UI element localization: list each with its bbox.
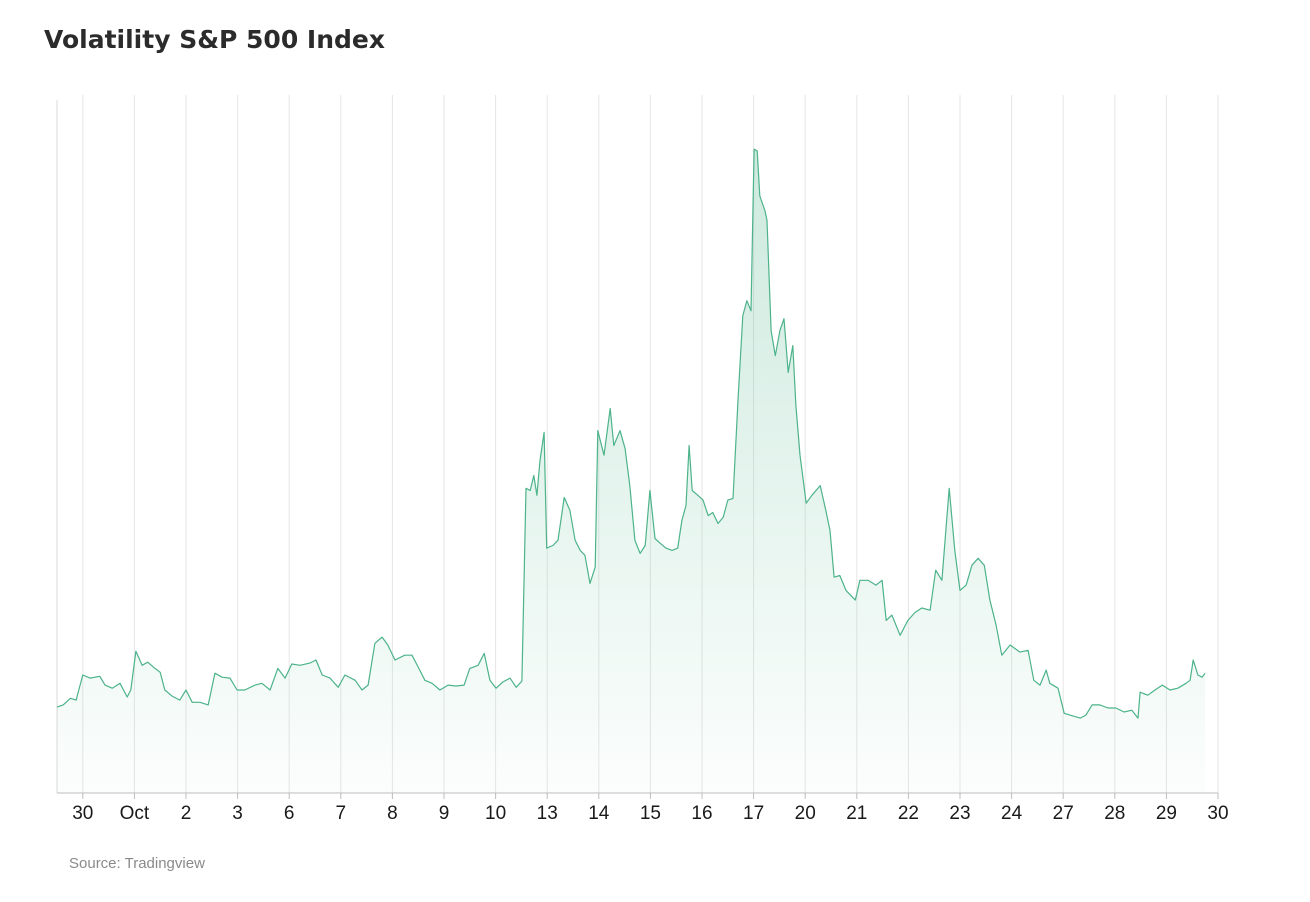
x-tick-label: 30: [72, 803, 93, 824]
x-tick-label: 2: [181, 803, 192, 824]
x-tick-label: 6: [284, 803, 295, 824]
chart-title: Volatility S&P 500 Index: [44, 25, 385, 54]
x-tick-label: 30: [1207, 803, 1228, 824]
x-tick-label: Oct: [120, 803, 150, 824]
x-tick-label: 3: [232, 803, 243, 824]
x-tick-label: 8: [387, 803, 398, 824]
x-tick-label: 23: [949, 803, 970, 824]
x-tick-label: 20: [795, 803, 816, 824]
x-tick-label: 7: [336, 803, 347, 824]
x-axis: 30 Oct 2 3 6 7 8 9 10 13 14 15 16 17 20 21 22 23 24 27 28 29 3…: [57, 792, 1229, 824]
x-tick-label: 22: [898, 803, 919, 824]
x-tick-label: 24: [1001, 803, 1023, 824]
line: [56, 148, 1206, 719]
plot-area: [56, 148, 1206, 793]
x-tick-label: 27: [1053, 803, 1074, 824]
x-tick-label: 13: [537, 803, 558, 824]
x-tick-label: 14: [588, 803, 610, 824]
area: [57, 149, 1206, 793]
x-tick-label: 21: [846, 803, 867, 824]
x-tick-label: 16: [691, 803, 712, 824]
x-tick-label: 9: [439, 803, 450, 824]
x-tick-label: 15: [640, 803, 661, 824]
x-tick-label: 28: [1104, 803, 1125, 824]
x-tick-label: 17: [743, 803, 764, 824]
x-tick-label: 10: [485, 803, 506, 824]
x-tick-label: 29: [1156, 803, 1177, 824]
source-note: Source: Tradingview: [69, 855, 205, 872]
